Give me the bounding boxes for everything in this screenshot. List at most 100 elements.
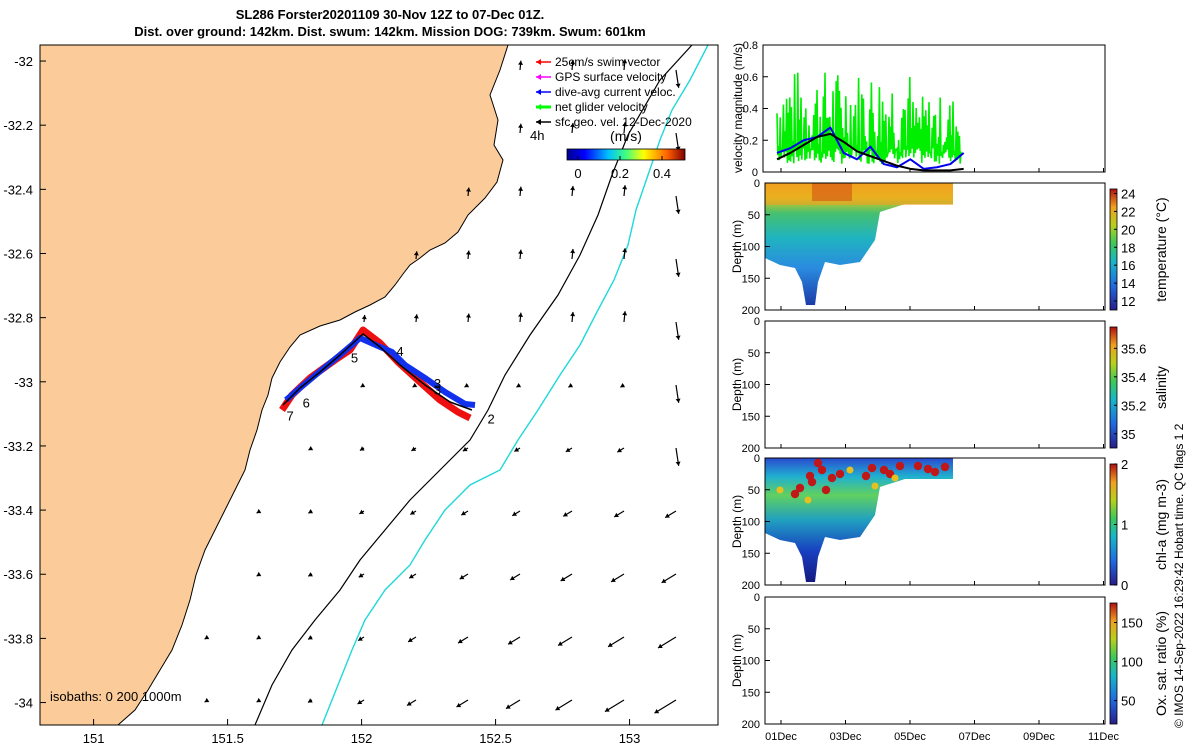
geostrophic-vector-head — [512, 511, 517, 516]
imos-timestamp-note: © IMOS 14-Sep-2022 16:29:42 Hobart time.… — [1172, 423, 1186, 728]
geostrophic-vector-head — [410, 510, 416, 515]
geostrophic-vector-head — [409, 573, 414, 579]
geostrophic-vector-head — [256, 508, 262, 514]
chla-high-dot — [930, 467, 940, 477]
velocity-y-tick-label: 0.4 — [743, 104, 758, 116]
colorbar-tick-label: 35.4 — [1121, 370, 1146, 385]
time-axes: 01Dec 03Dec 05Dec 07Dec 09Dec 11Dec — [765, 168, 1119, 743]
colorbar-tick-label: 50 — [1121, 694, 1135, 709]
velocity-ylabel: velocity magnitude (m/s) — [731, 43, 745, 173]
map-x-tick-label: 151 — [83, 731, 105, 746]
chla-high-dot — [940, 462, 950, 472]
temperature-hot-patch — [812, 183, 852, 201]
track-day-label: 2 — [488, 411, 495, 426]
velocity-y-tick-label: 0.6 — [743, 72, 758, 84]
geostrophic-vector-head — [675, 335, 681, 340]
chla-mid-dot — [891, 474, 899, 482]
colorbar-tick-label: 22 — [1121, 204, 1135, 219]
figure-title: SL286 Forster20201109 30-Nov 12Z to 07-D… — [60, 6, 720, 40]
track-day-labels: 2 33 4 5 67 — [287, 344, 495, 426]
track-day-label: 3 — [434, 376, 441, 391]
chla-high-dot — [867, 463, 877, 473]
chla-high-dot — [817, 465, 827, 475]
map-panel: 2 33 4 5 67 151 151.5 152 152.5 153 -32 -32.2 -32.… — [3, 44, 719, 746]
velocity-noise-trace — [776, 72, 962, 165]
geostrophic-vector-head — [358, 636, 363, 641]
geostrophic-vector-head — [518, 249, 524, 254]
map-x-axis: 151 151.5 152 152.5 153 — [83, 719, 640, 746]
map-y-tick-label: -32.6 — [3, 246, 33, 261]
geostrophic-vector-head — [256, 634, 262, 640]
depth-tick-label: 150 — [742, 548, 760, 560]
geostrophic-vector-head — [675, 209, 681, 214]
chla-colorbar-label: chl-a (mg m-3) — [1153, 479, 1169, 570]
chla-high-dot — [813, 458, 823, 468]
temperature-ylabel: Depth (m) — [730, 220, 744, 273]
geostrophic-vector-head — [465, 187, 471, 192]
temperature-colorbar — [1109, 188, 1118, 311]
geostrophic-vector-head — [456, 702, 462, 708]
depth-tick-label: 0 — [754, 453, 760, 465]
map-colorbar — [566, 148, 686, 161]
depth-tick-label: 50 — [748, 210, 760, 222]
geostrophic-vector-head — [256, 697, 262, 703]
chla-high-dot — [807, 477, 817, 487]
time-tick-label: 01Dec — [765, 731, 797, 743]
chla-high-dot — [913, 461, 923, 471]
geostrophic-vector-head — [570, 122, 576, 128]
chla-high-dot — [795, 483, 805, 493]
geostrophic-vector-head — [465, 250, 471, 255]
colorbar-tick-label: 35 — [1121, 427, 1135, 442]
depth-tick-label: 200 — [742, 443, 760, 455]
geostrophic-vector-head — [570, 59, 576, 65]
geostrophic-vector-head — [614, 512, 619, 518]
legend-note-4h: 4h — [530, 128, 544, 143]
geostrophic-vector-head — [516, 382, 522, 388]
legend-label: GPS surface velocity — [555, 70, 666, 84]
geostrophic-vector — [654, 699, 677, 714]
time-tick-label: 05Dec — [894, 731, 926, 743]
colorbar-tick-label: 150 — [1121, 616, 1143, 631]
colorbar-tick-label: 1 — [1121, 518, 1128, 533]
geostrophic-vector-head — [465, 313, 471, 318]
salinity-colorbar-label: salinity — [1153, 366, 1169, 409]
isobath-200m — [254, 45, 693, 725]
map-y-tick-label: -33.2 — [3, 439, 33, 454]
geostrophic-vector-head — [675, 398, 681, 403]
depth-tick-label: 100 — [742, 242, 760, 254]
chla-mid-dot — [846, 466, 854, 474]
glider-track-black — [282, 333, 473, 411]
geostrophic-vector-head — [464, 382, 470, 388]
temperature-colorbar-label: temperature (°C) — [1153, 197, 1169, 301]
geostrophic-vector-head — [459, 574, 465, 580]
map-y-tick-label: -32.8 — [3, 311, 33, 326]
geostrophic-vector-head — [411, 446, 417, 451]
dive-avg-current-line — [776, 126, 965, 170]
track-day-label: 7 — [287, 408, 294, 423]
legend-swatch-head — [536, 89, 541, 95]
temperature-warm-layer — [765, 183, 953, 205]
geostrophic-vector-head — [604, 707, 610, 712]
geostrophic-vector-head — [508, 640, 513, 645]
velocity-panel: 0 0.2 0.4 0.6 0.8 velocity magnitude (m/s) — [731, 40, 1106, 179]
geostrophic-vector-head — [675, 83, 681, 88]
map-axes-frame — [39, 44, 719, 726]
geostrophic-vector-head — [622, 185, 628, 190]
geostrophic-vector-head — [675, 461, 681, 466]
depth-tick-label: 100 — [742, 517, 760, 529]
geostrophic-vector-head — [458, 638, 463, 644]
colorbar-tick-label: 24 — [1121, 186, 1135, 201]
geostrophic-vector-head — [308, 509, 314, 514]
velocity-y-axis: 0 0.2 0.4 0.6 0.8 — [743, 40, 768, 179]
geostrophic-vector-head — [518, 123, 524, 128]
map-y-tick-label: -33.4 — [3, 503, 33, 518]
geostrophic-vector-head — [308, 698, 313, 703]
chla-mid-dot — [871, 482, 879, 490]
time-tick-label: 11Dec — [1088, 731, 1119, 743]
depth-tick-label: 0 — [754, 316, 760, 328]
depth-tick-label: 150 — [742, 411, 760, 423]
geostrophic-vector-head — [308, 635, 313, 640]
geostrophic-vector-head — [408, 637, 413, 642]
geostrophic-vector-head — [357, 699, 363, 705]
